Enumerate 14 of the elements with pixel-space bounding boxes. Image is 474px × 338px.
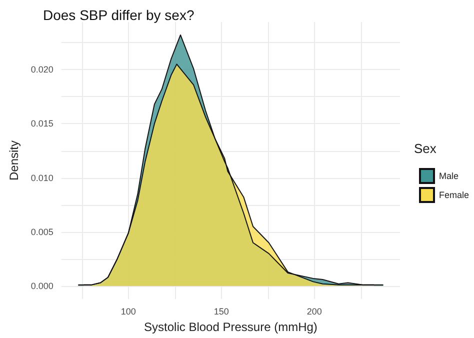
x-tick-label: 200	[306, 306, 322, 316]
chart-title: Does SBP differ by sex?	[43, 7, 194, 23]
y-tick-label: 0.015	[30, 118, 54, 129]
y-tick-label: 0.020	[30, 64, 54, 75]
legend-label: Female	[439, 190, 470, 200]
y-tick-label: 0.005	[30, 226, 54, 237]
y-axis-title: Density	[7, 140, 21, 181]
y-tick-label: 0.000	[30, 281, 54, 292]
y-tick-label: 0.010	[30, 172, 54, 183]
legend-title: Sex	[414, 141, 437, 156]
x-axis-title: Systolic Blood Pressure (mmHg)	[144, 320, 318, 334]
x-tick-label: 100	[120, 306, 136, 316]
x-tick-label: 150	[214, 306, 229, 316]
legend-label: Male	[439, 171, 459, 181]
